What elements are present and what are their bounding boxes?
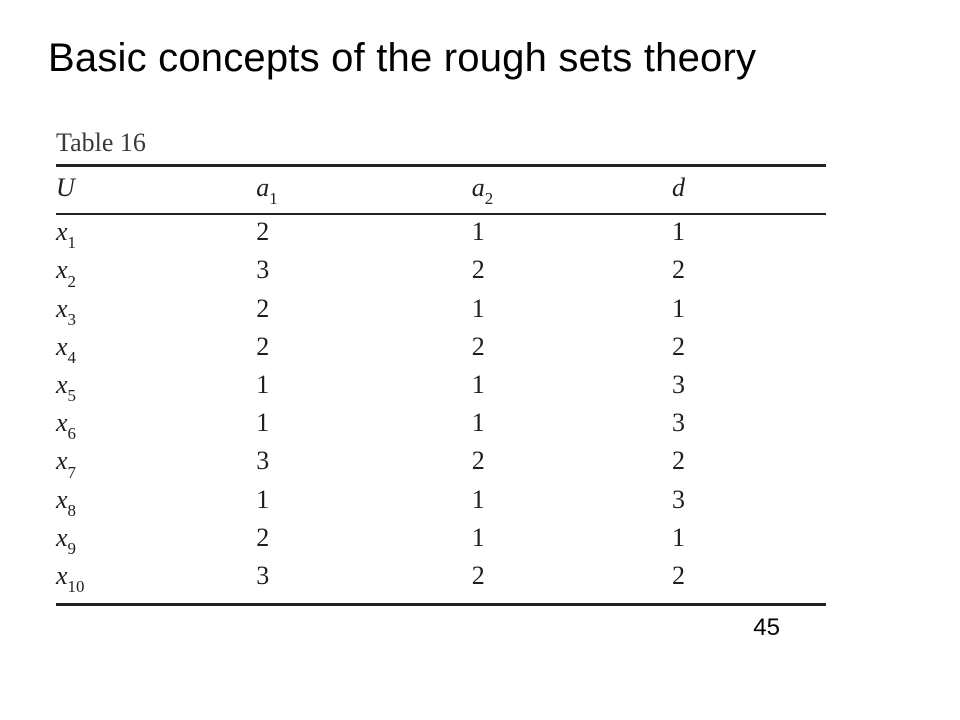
table-header-row: U a1 a2 d	[56, 166, 826, 215]
cell-d: 3	[672, 483, 826, 521]
cell-a2: 1	[472, 368, 672, 406]
cell-a1: 3	[256, 253, 472, 291]
cell-d: 3	[672, 406, 826, 444]
cell-d: 2	[672, 253, 826, 291]
cell-a1: 2	[256, 214, 472, 253]
cell-d: 1	[672, 292, 826, 330]
table-row: x10322	[56, 559, 826, 605]
page-number: 45	[753, 614, 780, 642]
object-sub: 6	[68, 424, 76, 443]
col-header-u-base: U	[56, 173, 75, 202]
cell-d: 2	[672, 330, 826, 368]
cell-a1: 1	[256, 483, 472, 521]
object-base: x	[56, 294, 68, 323]
table-body: x1211x2322x3211x4222x5113x6113x7322x8113…	[56, 214, 826, 604]
col-header-a1-base: a	[256, 173, 269, 202]
page-title: Basic concepts of the rough sets theory	[48, 36, 756, 81]
object-base: x	[56, 561, 68, 590]
col-header-a2: a2	[472, 166, 672, 215]
cell-a1: 3	[256, 444, 472, 482]
cell-a2: 2	[472, 330, 672, 368]
table-row: x3211	[56, 292, 826, 330]
table-row: x8113	[56, 483, 826, 521]
cell-a1: 2	[256, 330, 472, 368]
object-base: x	[56, 332, 68, 361]
cell-object: x9	[56, 521, 256, 559]
slide: Basic concepts of the rough sets theory …	[0, 0, 960, 720]
cell-d: 2	[672, 559, 826, 605]
col-header-a1-sub: 1	[269, 189, 277, 208]
object-base: x	[56, 446, 68, 475]
cell-d: 3	[672, 368, 826, 406]
table-row: x2322	[56, 253, 826, 291]
cell-object: x1	[56, 214, 256, 253]
table-caption: Table 16	[56, 128, 826, 158]
data-table: U a1 a2 d x1211x2322x3211x4222x5113x6113…	[56, 164, 826, 606]
object-base: x	[56, 408, 68, 437]
object-base: x	[56, 523, 68, 552]
col-header-a2-sub: 2	[485, 189, 493, 208]
object-sub: 5	[68, 386, 76, 405]
cell-d: 1	[672, 521, 826, 559]
cell-object: x2	[56, 253, 256, 291]
object-base: x	[56, 217, 68, 246]
cell-a2: 2	[472, 444, 672, 482]
object-sub: 4	[68, 348, 76, 367]
table-row: x1211	[56, 214, 826, 253]
object-base: x	[56, 370, 68, 399]
cell-a2: 1	[472, 483, 672, 521]
cell-object: x4	[56, 330, 256, 368]
cell-a1: 3	[256, 559, 472, 605]
cell-a2: 2	[472, 253, 672, 291]
object-sub: 7	[68, 463, 76, 482]
cell-a1: 2	[256, 521, 472, 559]
cell-a2: 2	[472, 559, 672, 605]
table-16: Table 16 U a1 a2 d x	[56, 128, 826, 606]
cell-object: x7	[56, 444, 256, 482]
cell-a2: 1	[472, 521, 672, 559]
object-sub: 8	[68, 501, 76, 520]
col-header-d: d	[672, 166, 826, 215]
cell-d: 1	[672, 214, 826, 253]
object-sub: 2	[68, 272, 76, 291]
cell-object: x5	[56, 368, 256, 406]
cell-a1: 1	[256, 368, 472, 406]
cell-d: 2	[672, 444, 826, 482]
cell-object: x8	[56, 483, 256, 521]
table-row: x6113	[56, 406, 826, 444]
object-base: x	[56, 485, 68, 514]
col-header-a1: a1	[256, 166, 472, 215]
table-row: x5113	[56, 368, 826, 406]
object-sub: 9	[68, 539, 76, 558]
col-header-u: U	[56, 166, 256, 215]
cell-a2: 1	[472, 406, 672, 444]
col-header-a2-base: a	[472, 173, 485, 202]
cell-a2: 1	[472, 214, 672, 253]
cell-object: x3	[56, 292, 256, 330]
cell-a2: 1	[472, 292, 672, 330]
table-row: x9211	[56, 521, 826, 559]
object-base: x	[56, 255, 68, 284]
cell-object: x10	[56, 559, 256, 605]
table-row: x4222	[56, 330, 826, 368]
cell-object: x6	[56, 406, 256, 444]
object-sub: 10	[68, 577, 85, 596]
object-sub: 3	[68, 310, 76, 329]
cell-a1: 2	[256, 292, 472, 330]
object-sub: 1	[68, 233, 76, 252]
cell-a1: 1	[256, 406, 472, 444]
table-row: x7322	[56, 444, 826, 482]
col-header-d-base: d	[672, 173, 685, 202]
